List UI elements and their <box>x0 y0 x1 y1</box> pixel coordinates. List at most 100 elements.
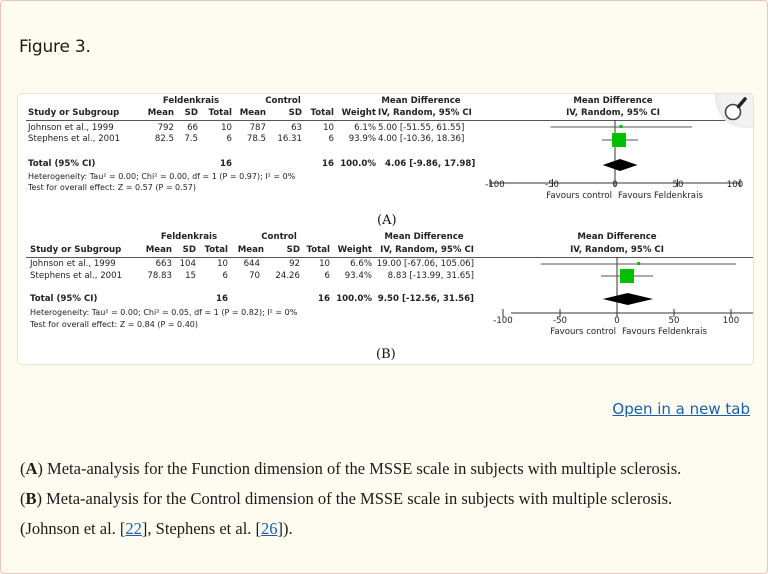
f-total: 10 <box>221 123 232 133</box>
f-total: 6 <box>222 271 228 281</box>
group1-header: Feldenkrais <box>160 232 218 242</box>
f-sd: 7.5 <box>184 134 198 144</box>
total-label: Total (95% CI) <box>30 294 98 304</box>
c-total: 10 <box>323 123 334 133</box>
axis-tick: 50 <box>672 180 684 190</box>
overall-effect-text: Test for overall effect: Z = 0.57 (P = 0… <box>28 183 196 192</box>
study-name: Johnson et al., 1999 <box>30 259 116 269</box>
f-total-header: Total <box>208 108 232 118</box>
forest-chart-b <box>502 257 753 317</box>
axis-tick: 0 <box>614 316 620 326</box>
caption-text-a: Meta-analysis for the Function dimension… <box>42 459 682 478</box>
axis-tick: -50 <box>552 316 568 326</box>
axis-tick: 100 <box>726 180 744 190</box>
f-sd: 66 <box>187 123 198 133</box>
c-mean-header: Mean <box>237 245 264 255</box>
total-label: Total (95% CI) <box>28 159 96 169</box>
weight: 100.0% <box>340 159 376 169</box>
f-mean: 82.5 <box>154 134 174 144</box>
weight: 93.4% <box>344 271 372 281</box>
axis-tick: -100 <box>493 316 513 326</box>
c-mean: 644 <box>243 259 260 269</box>
study-name: Stephens et al., 2001 <box>28 134 121 144</box>
c-sd-header: SD <box>286 245 300 255</box>
f-total: 16 <box>216 294 228 304</box>
f-total: 10 <box>217 259 228 269</box>
group2-header: Control <box>261 232 297 242</box>
f-total-header: Total <box>204 245 228 255</box>
study-name: Johnson et al., 1999 <box>28 123 114 133</box>
weight-header: Weight <box>341 108 376 118</box>
md-subheader: IV, Random, 95% CI <box>380 245 474 255</box>
panel-label-b: (B) <box>376 347 396 362</box>
plot-header: Mean Difference <box>577 232 657 242</box>
mean-difference: 4.00 [-10.36, 18.36] <box>378 134 465 144</box>
figure-image[interactable]: Feldenkrais Control Mean Difference Stud… <box>17 93 754 365</box>
axis-tick: 0 <box>612 180 618 190</box>
f-mean: 792 <box>157 123 174 133</box>
f-sd: 104 <box>179 259 196 269</box>
f-sd: 15 <box>185 271 196 281</box>
c-total: 10 <box>319 259 330 269</box>
group1-header: Feldenkrais <box>162 96 220 106</box>
c-total-header: Total <box>310 108 334 118</box>
c-sd: 16.31 <box>277 134 302 144</box>
c-sd: 92 <box>289 259 300 269</box>
heterogeneity-text: Heterogeneity: Tau² = 0.00; Chi² = 0.05,… <box>30 308 298 317</box>
zoom-image-button[interactable] <box>715 94 753 128</box>
caption-text-b: Meta-analysis for the Control dimension … <box>42 489 673 508</box>
plot-header: Mean Difference <box>573 96 653 106</box>
heterogeneity-text: Heterogeneity: Tau² = 0.00; Chi² = 0.00,… <box>28 172 296 181</box>
f-sd-header: SD <box>182 245 196 255</box>
axis-tick: -50 <box>544 180 560 190</box>
caption-ref-text: ]). <box>277 519 293 538</box>
c-mean: 78.5 <box>246 134 266 144</box>
open-in-new-tab-link[interactable]: Open in a new tab <box>612 400 750 418</box>
favours-left-label: Favours control <box>550 327 616 337</box>
c-mean-header: Mean <box>239 108 266 118</box>
c-total: 6 <box>324 271 330 281</box>
f-total: 6 <box>226 134 232 144</box>
axis-tick: 100 <box>722 316 740 326</box>
md-header: Mean Difference <box>381 96 461 106</box>
c-mean: 70 <box>249 271 260 281</box>
reference-link-22[interactable]: 22 <box>125 519 142 538</box>
caption-label-a: A <box>25 459 38 478</box>
favours-right-label: Favours Feldenkrais <box>622 327 707 337</box>
group2-header: Control <box>265 96 301 106</box>
mean-difference: 19.00 [-67.06, 105.06] <box>376 259 474 269</box>
magnifier-icon <box>724 97 747 121</box>
md-subheader: IV, Random, 95% CI <box>378 108 472 118</box>
plot-subheader: IV, Random, 95% CI <box>566 108 660 118</box>
caption-label-b: B <box>25 489 37 508</box>
f-mean: 663 <box>155 259 172 269</box>
overall-effect-text: Test for overall effect: Z = 0.84 (P = 0… <box>30 320 198 329</box>
axis-tick: -100 <box>485 180 505 190</box>
c-total: 16 <box>318 294 330 304</box>
header-rule <box>26 120 753 121</box>
caption-line-b: (B) Meta-analysis for the Control dimens… <box>20 489 673 508</box>
caption-line-a: (A) Meta-analysis for the Function dimen… <box>20 459 682 478</box>
c-total-header: Total <box>306 245 330 255</box>
c-sd: 63 <box>291 123 302 133</box>
f-mean: 78.83 <box>147 271 172 281</box>
f-total: 16 <box>220 159 232 169</box>
caption-references: (Johnson et al. [22], Stephens et al. [2… <box>20 519 293 539</box>
study-col-header: Study or Subgroup <box>30 245 122 255</box>
plot-subheader: IV, Random, 95% CI <box>570 245 664 255</box>
study-col-header: Study or Subgroup <box>28 108 120 118</box>
caption-ref-text: ], Stephens et al. [ <box>141 519 262 538</box>
c-total: 16 <box>322 159 334 169</box>
caption-ref-text: (Johnson et al. [ <box>20 519 126 538</box>
weight: 100.0% <box>336 294 372 304</box>
c-sd: 24.26 <box>275 271 300 281</box>
f-sd-header: SD <box>184 108 198 118</box>
weight: 6.1% <box>354 123 376 133</box>
c-mean: 787 <box>249 123 266 133</box>
reference-link-26[interactable]: 26 <box>261 519 278 538</box>
f-mean-header: Mean <box>147 108 174 118</box>
mean-difference: 4.06 [-9.86, 17.98] <box>385 159 476 169</box>
favours-left-label: Favours control <box>546 191 612 201</box>
f-mean-header: Mean <box>145 245 172 255</box>
